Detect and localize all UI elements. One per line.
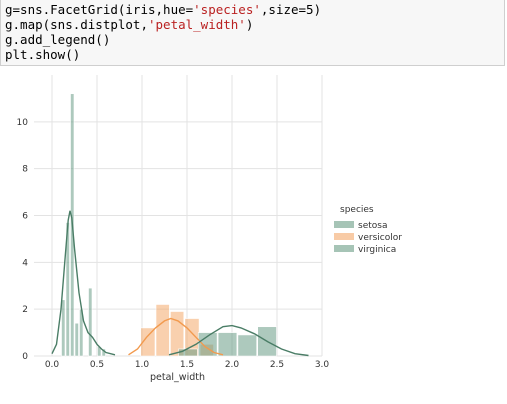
x-tick-label: 2.0 (225, 360, 240, 370)
y-tick-label: 8 (22, 165, 28, 175)
legend-label-setosa: setosa (358, 221, 387, 231)
legend-swatch-versicolor (334, 233, 354, 240)
bar-setosa (74, 322, 79, 357)
code-cell[interactable]: g=sns.FacetGrid(iris,hue='species',size=… (0, 0, 505, 66)
bar-setosa (88, 287, 93, 357)
legend-title: species (340, 205, 374, 215)
code-line-2: g.map(sns.distplot,'petal_width') (5, 17, 253, 32)
output-area: 0 2 4 6 8 10 0.0 0.5 1.0 1.5 2.0 2.5 3.0 petal_width s… (0, 66, 507, 400)
code-token: g=sns.FacetGrid(iris,hue= (5, 2, 194, 17)
x-tick-label: 0.0 (45, 360, 60, 370)
y-tick-label: 2 (22, 305, 28, 315)
x-tick-label: 0.5 (90, 360, 104, 370)
x-tick-label: 3.0 (315, 360, 330, 370)
bar-virginica (178, 348, 198, 357)
bar-versicolor (140, 327, 156, 357)
x-axis-label: petal_width (150, 372, 205, 383)
code-string-literal: 'species' (193, 2, 261, 17)
legend-label-versicolor: versicolor (358, 233, 402, 243)
code-line-1: g=sns.FacetGrid(iris,hue='species',size=… (5, 2, 321, 17)
code-line-3: g.add_legend() (5, 32, 110, 47)
bar-virginica (237, 334, 257, 357)
kde-line-versicolor (128, 317, 224, 356)
code-line-4: plt.show() (5, 47, 80, 62)
kde-line-setosa (51, 210, 116, 356)
kde-line-virginica (168, 324, 309, 357)
code-token: ) (245, 17, 254, 32)
x-tick-label: 1.0 (135, 360, 150, 370)
x-tick-label: 1.5 (180, 360, 194, 370)
code-token: g.map(sns.distplot, (5, 17, 148, 32)
y-tick-label: 6 (22, 212, 28, 222)
facetgrid-chart: 0 2 4 6 8 10 0.0 0.5 1.0 1.5 2.0 2.5 3.0 petal_width s… (17, 75, 402, 383)
code-string-literal: 'petal_width' (148, 17, 246, 32)
y-tick-label: 0 (22, 352, 28, 362)
y-tick-label: 4 (22, 258, 28, 268)
bar-virginica (217, 332, 238, 357)
bar-setosa (61, 299, 66, 357)
code-token: plt.show() (5, 47, 81, 62)
bar-versicolor (155, 304, 170, 357)
code-token: g.add_legend() (5, 32, 111, 47)
legend-swatch-virginica (334, 245, 354, 252)
legend-label-virginica: virginica (358, 245, 396, 255)
y-tick-label: 10 (17, 118, 29, 128)
legend-swatch-setosa (334, 221, 354, 228)
code-token: ,size=5) (260, 2, 322, 17)
bar-virginica (198, 332, 218, 357)
x-tick-label: 2.5 (270, 360, 284, 370)
